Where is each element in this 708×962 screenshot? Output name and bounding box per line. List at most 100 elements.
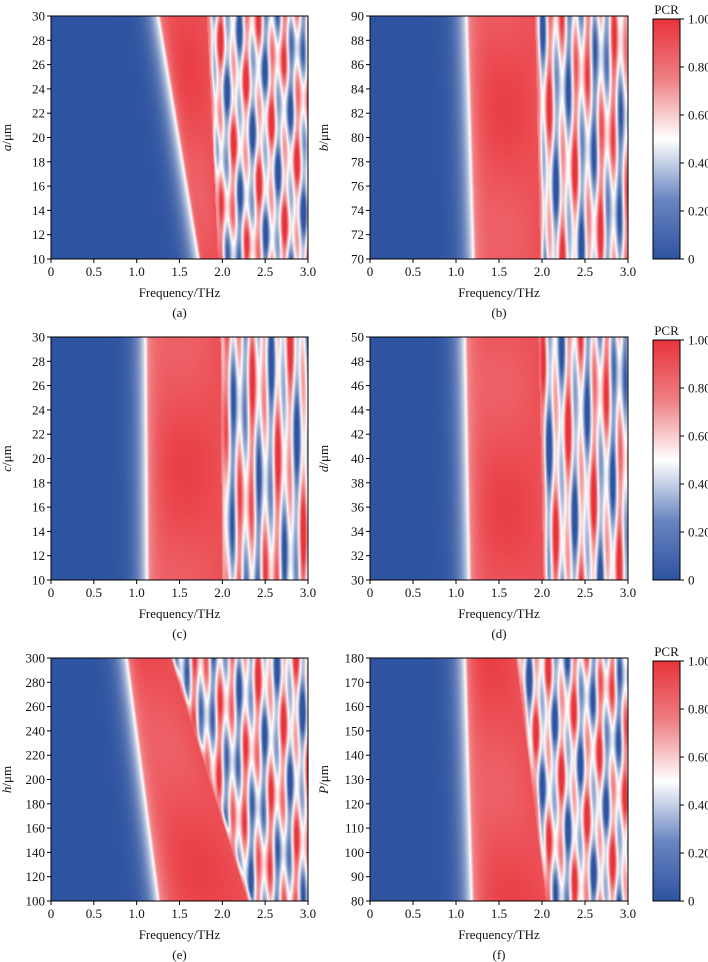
- x-tick-label: 0.5: [86, 906, 102, 921]
- x-tick-label: 2.5: [577, 264, 593, 279]
- colorbar: PCR 1.00 0.80 0.60 0.40 0.20 0: [652, 323, 708, 588]
- y-tick-label: 72: [351, 227, 364, 242]
- x-axis-label: Frequency/THz: [139, 606, 221, 621]
- y-tick-label: 100: [345, 845, 365, 860]
- y-tick-label: 90: [351, 9, 364, 24]
- y-tick-label: 10: [32, 252, 45, 267]
- x-tick-label: 2.5: [577, 585, 593, 600]
- colorbar-tick-label: 0.80: [688, 60, 708, 75]
- y-tick-label: 46: [351, 378, 365, 393]
- colorbar-gradient: [652, 660, 681, 902]
- colorbar-tick-label: 0: [688, 894, 695, 909]
- y-tick-label: 18: [32, 475, 45, 490]
- y-tick-label: 36: [351, 500, 365, 515]
- x-tick-label: 0: [48, 264, 55, 279]
- colorbar: PCR 1.00 0.80 0.60 0.40 0.20 0: [652, 644, 708, 909]
- y-tick-label: 170: [345, 675, 365, 690]
- x-tick-label: 0.5: [405, 585, 421, 600]
- x-tick-label: 2.0: [534, 906, 550, 921]
- y-tick-label: 180: [345, 651, 365, 666]
- y-tick-label: 22: [32, 427, 45, 442]
- y-tick-label: 88: [351, 33, 364, 48]
- x-tick-label: 1.0: [129, 585, 145, 600]
- y-tick-label: 150: [345, 723, 365, 738]
- colorbar-tick-label: 0.60: [688, 108, 708, 123]
- y-tick-label: 70: [351, 252, 364, 267]
- x-tick-label: 2.0: [214, 585, 230, 600]
- y-tick-label: 38: [351, 475, 364, 490]
- x-tick-label: 2.5: [257, 264, 273, 279]
- y-tick-label: 50: [351, 330, 364, 345]
- colorbar-tick-label: 1.00: [688, 654, 708, 669]
- x-tick-label: 0: [48, 906, 55, 921]
- x-tick-label: 3.0: [620, 585, 636, 600]
- y-tick-label: 200: [26, 772, 46, 787]
- colorbar-tick-label: 1.00: [688, 12, 708, 27]
- y-tick-label: 32: [351, 548, 364, 563]
- y-tick-label: 20: [32, 130, 45, 145]
- x-tick-label: 3.0: [620, 906, 636, 921]
- x-tick-label: 1.0: [129, 264, 145, 279]
- x-tick-label: 0: [48, 585, 55, 600]
- heatmap-panel: 0 0.5 1.0 1.5 2.0 2.5 3.0 10 12 14 16 18 20 22 24 26 28 3…: [0, 9, 316, 321]
- y-axis-label: b/μm: [316, 124, 331, 151]
- y-axis-label: P/μm: [316, 765, 331, 795]
- heatmap-panel: 0 0.5 1.0 1.5 2.0 2.5 3.0 10 12 14 16 18 20 22 24 26 28 3…: [0, 330, 316, 642]
- y-axis-label: c/μm: [0, 445, 14, 471]
- y-tick-label: 160: [345, 699, 365, 714]
- x-tick-label: 1.5: [171, 906, 187, 921]
- x-axis-label: Frequency/THz: [458, 927, 540, 942]
- y-axis-label: d/μm: [316, 445, 331, 472]
- x-tick-label: 3.0: [300, 585, 316, 600]
- y-tick-label: 16: [32, 500, 46, 515]
- colorbar-tick-label: 0.20: [688, 846, 708, 861]
- panel-caption: (c): [172, 626, 186, 641]
- colorbar-title: PCR: [654, 323, 679, 338]
- colorbar-gradient: [652, 18, 681, 260]
- y-tick-label: 120: [345, 796, 365, 811]
- heatmap-panel: 0 0.5 1.0 1.5 2.0 2.5 3.0 30 32 34 36 38 40 42 44 46 48 5…: [316, 330, 636, 642]
- x-tick-label: 0.5: [86, 585, 102, 600]
- x-tick-label: 1.0: [448, 585, 464, 600]
- heatmap-image: [370, 337, 628, 580]
- y-tick-label: 84: [351, 81, 365, 96]
- y-tick-label: 78: [351, 154, 364, 169]
- y-tick-label: 90: [351, 869, 364, 884]
- heatmap-image: [51, 337, 308, 580]
- heatmap-panel: 0 0.5 1.0 1.5 2.0 2.5 3.0 80 90 100 110 120 130 140 15…: [316, 651, 636, 962]
- y-tick-label: 30: [32, 9, 45, 24]
- y-tick-label: 40: [351, 451, 364, 466]
- colorbar-tick-label: 0.60: [688, 750, 708, 765]
- x-tick-label: 2.0: [534, 264, 550, 279]
- y-tick-label: 74: [351, 203, 365, 218]
- y-tick-label: 22: [32, 106, 45, 121]
- x-axis-label: Frequency/THz: [458, 606, 540, 621]
- y-tick-label: 80: [351, 130, 364, 145]
- colorbar-tick-label: 0.60: [688, 429, 708, 444]
- y-tick-label: 20: [32, 451, 45, 466]
- y-tick-label: 18: [32, 154, 45, 169]
- y-tick-label: 24: [32, 402, 46, 417]
- x-tick-label: 1.0: [129, 906, 145, 921]
- x-tick-label: 1.5: [491, 264, 507, 279]
- colorbar-title: PCR: [654, 2, 679, 17]
- y-tick-label: 160: [26, 821, 46, 836]
- y-tick-label: 30: [32, 330, 45, 345]
- y-tick-label: 140: [26, 845, 46, 860]
- heatmap-image: [370, 16, 628, 259]
- y-tick-label: 130: [345, 772, 365, 787]
- y-tick-label: 26: [32, 378, 46, 393]
- colorbar-title: PCR: [654, 644, 679, 659]
- colorbar-tick-label: 0.20: [688, 204, 708, 219]
- x-tick-label: 1.5: [491, 906, 507, 921]
- y-tick-label: 120: [26, 869, 46, 884]
- y-tick-label: 80: [351, 894, 364, 909]
- colorbar-tick-label: 0.80: [688, 381, 708, 396]
- y-tick-label: 260: [26, 699, 46, 714]
- colorbar-tick-label: 0: [688, 573, 695, 588]
- y-tick-label: 26: [32, 57, 46, 72]
- y-tick-label: 24: [32, 81, 46, 96]
- x-axis-label: Frequency/THz: [139, 285, 221, 300]
- y-tick-label: 12: [32, 548, 45, 563]
- heatmap-panel: 0 0.5 1.0 1.5 2.0 2.5 3.0 100 120 140 160 180 200 220…: [0, 651, 316, 962]
